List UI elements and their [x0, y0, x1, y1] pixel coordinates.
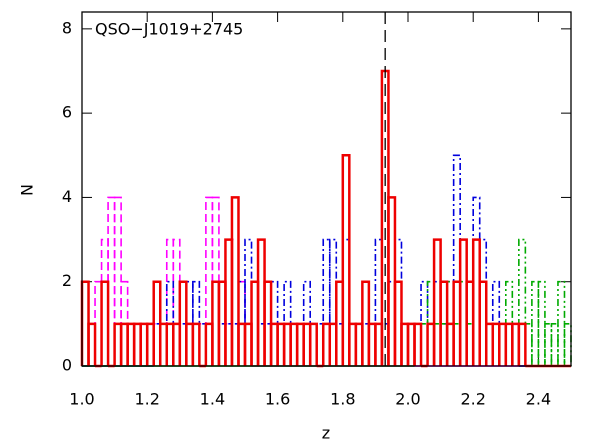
plot-frame	[81, 11, 572, 367]
annotation: QSO−J1019+2745	[95, 20, 243, 39]
histogram-bin	[308, 322, 318, 366]
x-tick-label: 2.2	[460, 390, 485, 409]
x-tick-label: 2.0	[395, 390, 420, 409]
y-tick-label: 6	[62, 103, 72, 122]
x-tick-label: 1.4	[200, 390, 225, 409]
histogram-bin	[452, 154, 461, 366]
histogram-bin	[544, 323, 553, 366]
histogram-bin	[518, 238, 527, 366]
x-axis-label: z	[322, 424, 330, 443]
x-tick-label: 1.2	[134, 390, 159, 409]
y-tick-label: 0	[62, 356, 72, 375]
x-tick-label: 1.6	[265, 390, 290, 409]
histogram-bin	[517, 322, 527, 366]
y-tick-label: 2	[62, 271, 72, 290]
x-tick-label: 1.0	[69, 390, 94, 409]
x-tick-label: 2.4	[526, 390, 551, 409]
x-tick-label: 1.8	[330, 390, 355, 409]
histogram-bin	[341, 154, 351, 366]
histogram-bin	[537, 280, 546, 366]
histogram-bin	[413, 322, 423, 366]
histogram-bin	[100, 280, 110, 366]
histogram-bin	[87, 322, 97, 366]
histogram-bin	[230, 196, 240, 366]
histogram-bin	[557, 280, 566, 366]
y-tick-label: 8	[62, 18, 72, 37]
histogram-bin	[563, 323, 572, 366]
y-axis-label: N	[18, 184, 37, 196]
histogram-bin	[531, 280, 540, 366]
y-tick-label: 4	[62, 187, 72, 206]
histogram-bin	[191, 322, 201, 366]
histogram-bin	[550, 323, 559, 366]
